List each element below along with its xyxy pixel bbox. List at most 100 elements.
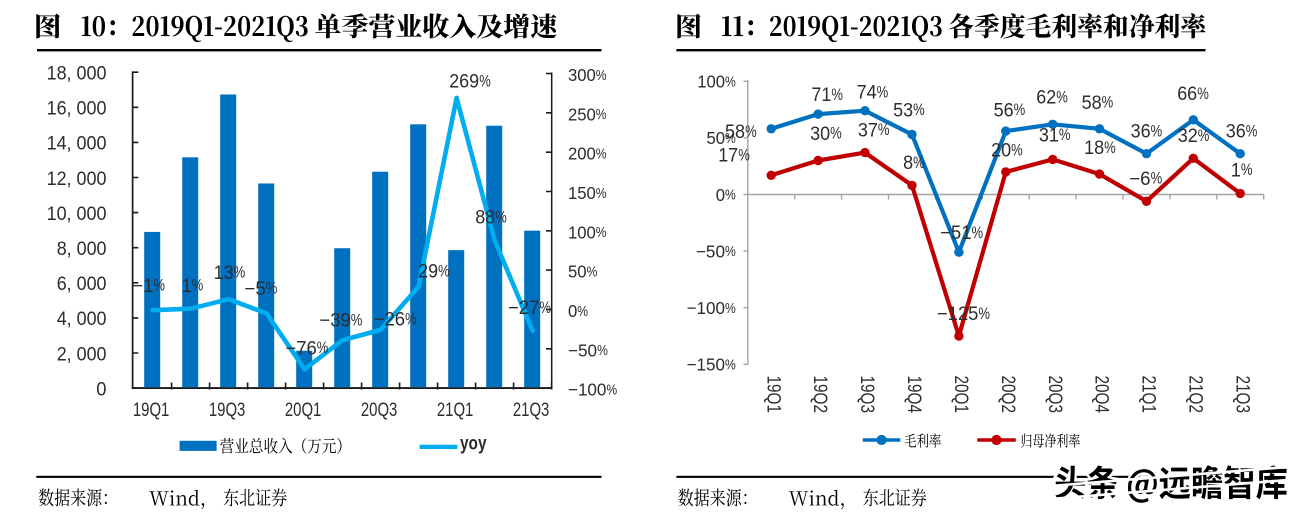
svg-text:%: % (725, 300, 736, 317)
svg-text:−100: −100 (687, 298, 726, 318)
svg-text:20: 20 (991, 141, 1011, 162)
svg-text:−76: −76 (285, 338, 316, 359)
svg-text:%: % (877, 84, 889, 102)
svg-text:71: 71 (811, 85, 831, 106)
svg-text:%: % (745, 123, 757, 141)
svg-text:250: 250 (568, 104, 596, 124)
svg-text:%: % (1011, 141, 1023, 159)
svg-text:19Q2: 19Q2 (809, 376, 830, 414)
svg-text:13: 13 (214, 263, 234, 284)
svg-text:−150: −150 (687, 355, 726, 375)
svg-text:%: % (1151, 122, 1163, 140)
svg-text:%: % (1014, 101, 1026, 119)
svg-text:19Q4: 19Q4 (903, 376, 924, 414)
svg-text:19Q3: 19Q3 (856, 376, 877, 414)
svg-text:16, 000: 16, 000 (47, 99, 107, 120)
svg-text:−1: −1 (132, 276, 153, 297)
svg-text:4, 000: 4, 000 (57, 309, 107, 330)
svg-text:%: % (596, 67, 607, 84)
svg-text:88: 88 (475, 208, 495, 229)
svg-text:58: 58 (1082, 93, 1102, 114)
svg-text:150: 150 (568, 183, 596, 203)
svg-text:74: 74 (857, 83, 877, 104)
svg-text:1: 1 (182, 276, 192, 297)
svg-text:0: 0 (716, 185, 725, 205)
svg-text:%: % (597, 342, 608, 359)
svg-text:19Q1: 19Q1 (762, 376, 783, 414)
svg-text:%: % (1246, 122, 1258, 140)
svg-text:%: % (405, 310, 417, 328)
svg-text:%: % (539, 299, 551, 317)
svg-text:21Q1: 21Q1 (1138, 376, 1159, 414)
svg-text:18, 000: 18, 000 (47, 64, 107, 85)
svg-text:%: % (1102, 94, 1114, 112)
svg-text:%: % (495, 209, 507, 227)
svg-text:20Q1: 20Q1 (950, 376, 971, 414)
svg-text:30: 30 (810, 124, 830, 145)
svg-text:14, 000: 14, 000 (47, 134, 107, 155)
svg-text:20Q3: 20Q3 (361, 400, 398, 421)
svg-text:0: 0 (568, 301, 577, 321)
svg-text:53: 53 (893, 100, 913, 121)
svg-text:12, 000: 12, 000 (47, 169, 107, 190)
svg-text:%: % (351, 311, 363, 329)
svg-text:−50: −50 (568, 340, 597, 360)
svg-text:100: 100 (568, 222, 596, 242)
svg-text:21Q3: 21Q3 (1231, 376, 1252, 414)
svg-text:21Q2: 21Q2 (1184, 376, 1205, 414)
svg-text:19Q3: 19Q3 (209, 400, 246, 421)
svg-text:%: % (978, 305, 990, 323)
svg-text:%: % (479, 73, 491, 91)
svg-text:200: 200 (568, 144, 596, 164)
svg-text:66: 66 (1177, 84, 1197, 105)
svg-text:36: 36 (1131, 122, 1151, 143)
svg-text:%: % (878, 121, 890, 139)
svg-text:%: % (725, 356, 736, 373)
svg-text:37: 37 (858, 120, 878, 141)
svg-text:%: % (1059, 126, 1071, 144)
svg-text:%: % (913, 101, 925, 119)
svg-text:100: 100 (697, 72, 725, 92)
svg-text:36: 36 (1226, 122, 1246, 143)
svg-text:%: % (725, 73, 736, 90)
svg-text:1: 1 (1231, 160, 1241, 181)
svg-text:2, 000: 2, 000 (57, 344, 107, 365)
svg-text:−51: −51 (940, 223, 971, 244)
svg-text:%: % (830, 125, 842, 143)
svg-text:%: % (596, 185, 607, 202)
svg-text:%: % (831, 86, 843, 104)
svg-text:29: 29 (418, 262, 438, 283)
svg-text:31: 31 (1039, 125, 1059, 146)
svg-text:%: % (234, 264, 246, 282)
svg-text:%: % (596, 146, 607, 163)
svg-text:20Q3: 20Q3 (1044, 376, 1065, 414)
svg-text:−27: −27 (508, 298, 539, 319)
svg-text:%: % (1198, 127, 1210, 145)
svg-text:20Q2: 20Q2 (997, 376, 1018, 414)
svg-text:18: 18 (1084, 138, 1104, 159)
svg-text:−39: −39 (319, 311, 350, 332)
svg-text:%: % (317, 339, 329, 357)
svg-text:56: 56 (994, 100, 1014, 121)
svg-text:%: % (438, 262, 450, 280)
svg-text:6, 000: 6, 000 (57, 274, 107, 295)
svg-text:32: 32 (1178, 126, 1198, 147)
svg-text:%: % (738, 146, 750, 164)
svg-text:21Q3: 21Q3 (513, 400, 550, 421)
svg-text:%: % (192, 277, 204, 295)
svg-text:%: % (913, 154, 925, 172)
svg-text:58: 58 (725, 122, 745, 143)
svg-text:%: % (1241, 161, 1253, 179)
svg-text:%: % (587, 263, 598, 280)
svg-text:20Q4: 20Q4 (1091, 376, 1112, 414)
svg-text:17: 17 (718, 146, 738, 167)
svg-text:−100: −100 (568, 380, 607, 400)
svg-text:%: % (1151, 170, 1163, 188)
svg-text:%: % (596, 224, 607, 241)
svg-text:yoy: yoy (460, 433, 487, 454)
svg-text:8: 8 (903, 153, 913, 174)
svg-text:50: 50 (568, 262, 587, 282)
svg-text:%: % (266, 280, 278, 298)
svg-text:269: 269 (449, 72, 479, 93)
svg-text:−125: −125 (937, 304, 978, 325)
